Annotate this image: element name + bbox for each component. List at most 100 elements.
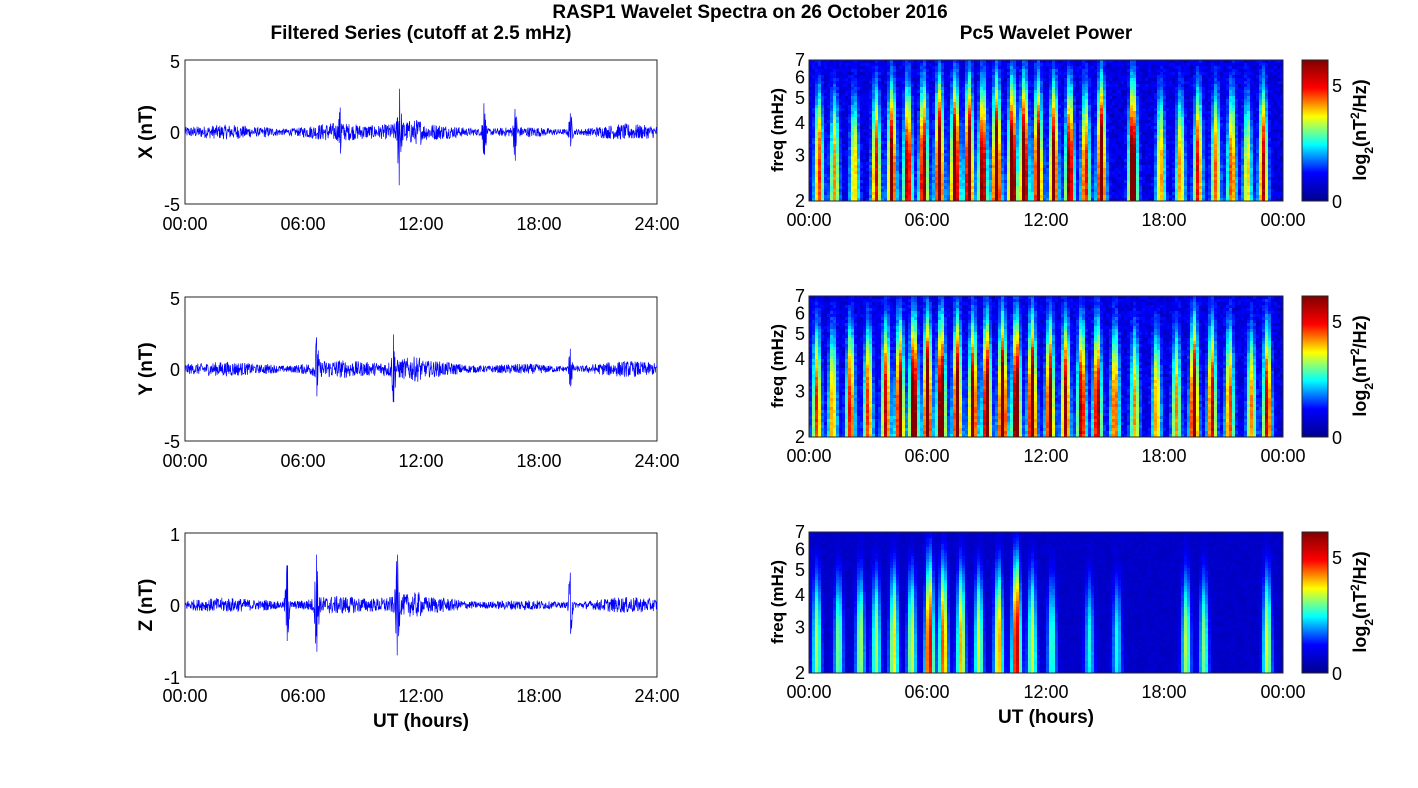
heatmap-cell xyxy=(1022,195,1026,199)
heatmap-cell xyxy=(818,120,822,124)
heatmap-cell xyxy=(818,165,822,169)
heatmap-cell xyxy=(1025,171,1029,175)
heatmap-cell xyxy=(944,81,948,85)
heatmap-cell xyxy=(971,117,975,121)
heatmap-cell xyxy=(1037,180,1041,184)
z-series-ylabel: Z (nT) xyxy=(136,579,157,632)
heatmap-cell xyxy=(911,177,915,181)
heatmap-cell xyxy=(1097,66,1101,70)
heatmap-cell xyxy=(845,156,849,160)
heatmap-cell xyxy=(1070,63,1074,67)
heatmap-cell xyxy=(1058,120,1062,124)
heatmap-cell xyxy=(812,135,816,139)
heatmap-cell xyxy=(830,162,834,166)
heatmap-cell xyxy=(824,174,828,178)
heatmap-cell xyxy=(809,174,813,178)
heatmap-cell xyxy=(863,69,867,73)
heatmap-cell xyxy=(926,186,930,190)
heatmap-cell xyxy=(1019,156,1023,160)
heatmap-cell xyxy=(896,96,900,100)
heatmap-cell xyxy=(1097,153,1101,157)
heatmap-cell xyxy=(986,123,990,127)
heatmap-cell xyxy=(878,126,882,130)
heatmap-cell xyxy=(1049,66,1053,70)
heatmap-cell xyxy=(917,108,921,112)
heatmap-cell xyxy=(827,138,831,142)
heatmap-cell xyxy=(830,123,834,127)
heatmap-cell xyxy=(980,87,984,91)
heatmap-cell xyxy=(884,132,888,136)
heatmap-cell xyxy=(953,123,957,127)
heatmap-cell xyxy=(932,90,936,94)
heatmap-cell xyxy=(995,147,999,151)
heatmap-cell xyxy=(911,144,915,148)
heatmap-cell xyxy=(1079,183,1083,187)
heatmap-cell xyxy=(935,81,939,85)
heatmap-cell xyxy=(950,141,954,145)
heatmap-cell xyxy=(1097,174,1101,178)
heatmap-cell xyxy=(947,63,951,67)
heatmap-cell xyxy=(1112,150,1116,154)
heatmap-cell xyxy=(833,72,837,76)
heatmap-cell xyxy=(977,126,981,130)
heatmap-cell xyxy=(842,159,846,163)
heatmap-cell xyxy=(1100,75,1104,79)
heatmap-cell xyxy=(1010,129,1014,133)
heatmap-cell xyxy=(839,159,843,163)
heatmap-cell xyxy=(1001,186,1005,190)
heatmap-cell xyxy=(1088,72,1092,76)
heatmap-cell xyxy=(1118,90,1122,94)
heatmap-cell xyxy=(860,159,864,163)
heatmap-cell xyxy=(929,159,933,163)
heatmap-cell xyxy=(821,186,825,190)
heatmap-cell xyxy=(968,177,972,181)
heatmap-cell xyxy=(1094,114,1098,118)
heatmap-cell xyxy=(1073,108,1077,112)
heatmap-cell xyxy=(932,147,936,151)
heatmap-cell xyxy=(893,117,897,121)
heatmap-cell xyxy=(1082,96,1086,100)
heatmap-cell xyxy=(920,147,924,151)
heatmap-cell xyxy=(845,174,849,178)
heatmap-cell xyxy=(998,159,1002,163)
heatmap-cell xyxy=(938,186,942,190)
heatmap-cell xyxy=(971,168,975,172)
heatmap-cell xyxy=(863,189,867,193)
heatmap-cell xyxy=(1031,114,1035,118)
heatmap-cell xyxy=(914,132,918,136)
heatmap-cell xyxy=(986,147,990,151)
heatmap-cell xyxy=(974,153,978,157)
heatmap-cell xyxy=(959,105,963,109)
heatmap-cell xyxy=(809,135,813,139)
heatmap-cell xyxy=(884,159,888,163)
heatmap-cell xyxy=(1034,105,1038,109)
heatmap-cell xyxy=(935,114,939,118)
heatmap-cell xyxy=(1013,60,1017,64)
heatmap-cell xyxy=(878,156,882,160)
heatmap-cell xyxy=(956,156,960,160)
heatmap-cell xyxy=(986,159,990,163)
heatmap-cell xyxy=(1007,105,1011,109)
heatmap-cell xyxy=(1049,168,1053,172)
heatmap-cell xyxy=(926,63,930,67)
heatmap-cell xyxy=(926,102,930,106)
heatmap-cell xyxy=(902,60,906,64)
heatmap-cell xyxy=(1028,153,1032,157)
heatmap-cell xyxy=(860,84,864,88)
heatmap-cell xyxy=(1103,90,1107,94)
heatmap-cell xyxy=(1094,90,1098,94)
heatmap-cell xyxy=(1088,111,1092,115)
heatmap-cell xyxy=(1109,153,1113,157)
heatmap-cell xyxy=(1031,93,1035,97)
z-xtick: 18:00 xyxy=(516,686,561,706)
heatmap-cell xyxy=(1112,99,1116,103)
heatmap-cell xyxy=(1091,177,1095,181)
heatmap-cell xyxy=(854,99,858,103)
heatmap-cell xyxy=(854,186,858,190)
heatmap-cell xyxy=(905,168,909,172)
heatmap-cell xyxy=(959,132,963,136)
heatmap-cell xyxy=(1067,63,1071,67)
heatmap-cell xyxy=(848,123,852,127)
heatmap-cell xyxy=(938,75,942,79)
heatmap-cell xyxy=(923,105,927,109)
